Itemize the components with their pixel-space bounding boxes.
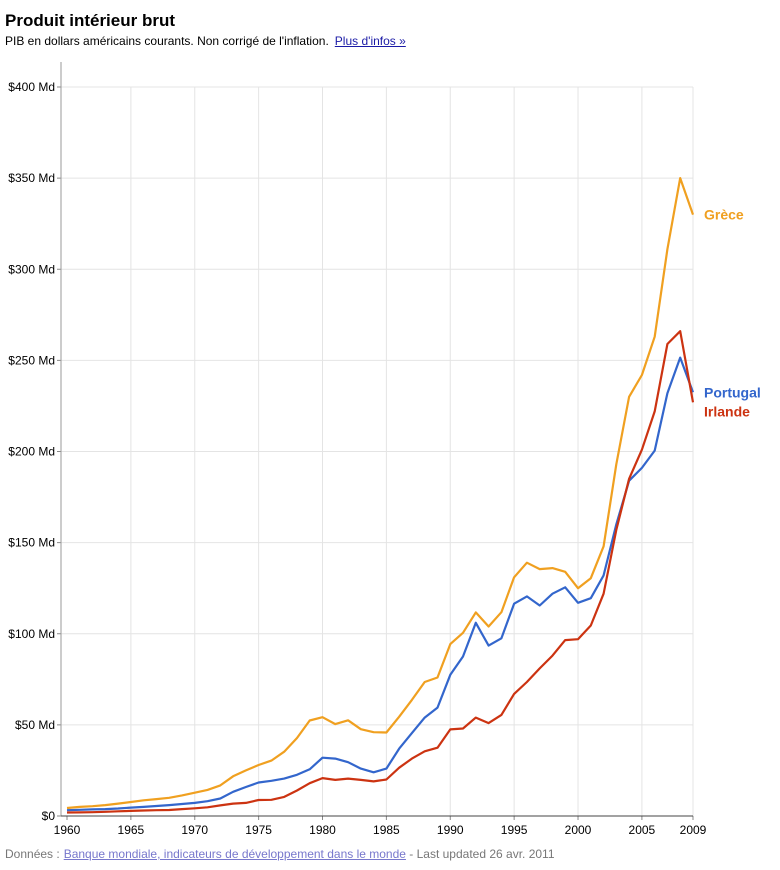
page-title: Produit intérieur brut: [5, 11, 175, 30]
source-prefix: Données :: [5, 847, 60, 861]
subtitle-text: PIB en dollars américains courants. Non …: [5, 34, 329, 48]
y-tick-label: $400 Md: [8, 80, 55, 94]
y-tick-label: $250 Md: [8, 353, 55, 367]
series-line-irlande: [66, 330, 695, 814]
series-label-irlande: Irlande: [704, 403, 750, 419]
y-tick-label: $200 Md: [8, 445, 55, 459]
series-label-portugal: Portugal: [704, 384, 761, 400]
x-tick-label: 1970: [181, 823, 208, 837]
x-tick-label: 1975: [245, 823, 272, 837]
chart-subtitle: PIB en dollars américains courants. Non …: [5, 34, 406, 48]
y-tick-label: $350 Md: [8, 171, 55, 185]
grid-layer: [61, 86, 694, 816]
x-tick-label: 1995: [501, 823, 528, 837]
x-tick-label: 2000: [565, 823, 592, 837]
series-line-portugal: [66, 356, 695, 812]
x-tick-label: 1960: [54, 823, 81, 837]
x-tick-label: 1985: [373, 823, 400, 837]
axis-layer: $0 $50 Md $100 Md $150 Md $200 Md $250 Md $300…: [8, 62, 707, 837]
x-tick-label: 1980: [309, 823, 336, 837]
gdp-line-chart: $0 $50 Md $100 Md $150 Md $200 Md $250 Md $300…: [8, 62, 761, 837]
y-tick-label: $150 Md: [8, 536, 55, 550]
more-info-link[interactable]: Plus d'infos »: [334, 34, 406, 48]
source-link[interactable]: Banque mondiale, indicateurs de développ…: [63, 847, 406, 861]
y-tick-label: $0: [42, 809, 56, 823]
data-source-footer: Données : Banque mondiale, indicateurs de…: [5, 847, 555, 861]
y-tick-label: $100 Md: [8, 627, 55, 641]
series-layer: [66, 177, 695, 814]
x-tick-label: 2009: [680, 823, 707, 837]
last-updated: - Last updated 26 avr. 2011: [409, 847, 555, 861]
x-tick-label: 1990: [437, 823, 464, 837]
x-tick-label: 2005: [629, 823, 656, 837]
label-layer: Grèce Portugal Irlande: [704, 207, 761, 420]
y-tick-label: $300 Md: [8, 262, 55, 276]
y-tick-label: $50 Md: [15, 718, 55, 732]
series-label-grce: Grèce: [704, 207, 744, 223]
x-tick-label: 1965: [118, 823, 145, 837]
series-line-grce: [66, 177, 695, 810]
